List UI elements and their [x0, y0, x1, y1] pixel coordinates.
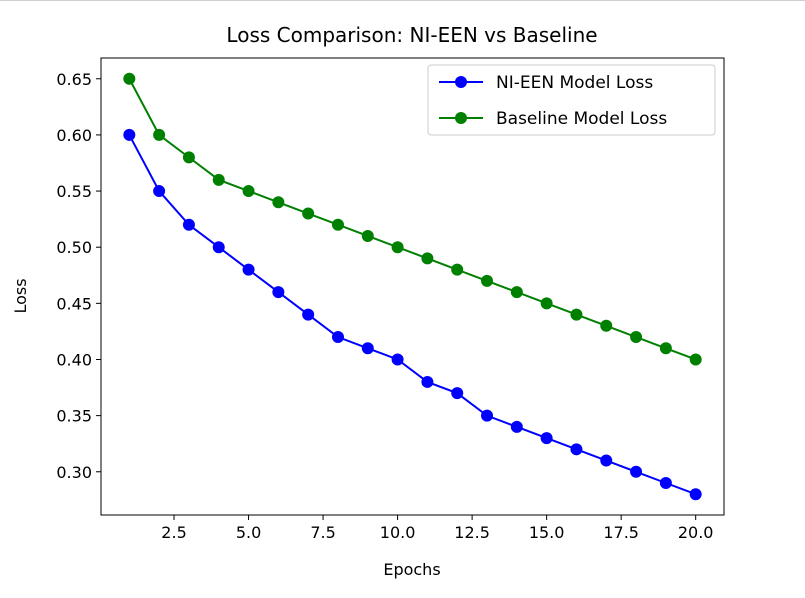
- series-2-point: [630, 331, 643, 344]
- series-1-point: [331, 331, 344, 344]
- x-tick-label: 15.0: [529, 523, 565, 542]
- series-1-point: [212, 241, 225, 254]
- y-tick-label: 0.50: [56, 238, 92, 257]
- series-2-point: [570, 308, 583, 321]
- series-2-point: [153, 128, 166, 141]
- x-tick-label: 20.0: [678, 523, 714, 542]
- y-tick-label: 0.65: [56, 70, 92, 89]
- series-2-point: [659, 342, 672, 355]
- series-2-point: [391, 241, 404, 254]
- series-2-point: [361, 229, 374, 242]
- series-2-point: [272, 196, 285, 209]
- series-1-point: [182, 218, 195, 231]
- series-1-point: [421, 375, 434, 388]
- series-2-point: [600, 319, 613, 332]
- series-2-point: [481, 274, 494, 287]
- chart-title: Loss Comparison: NI-EEN vs Baseline: [226, 23, 597, 47]
- x-tick-label: 2.5: [161, 523, 186, 542]
- legend-box: [427, 64, 716, 136]
- y-tick-label: 0.30: [56, 463, 92, 482]
- plot-frame: [100, 57, 725, 516]
- series-1-point: [510, 420, 523, 433]
- series-1-point: [272, 286, 285, 299]
- series-2-point: [242, 185, 255, 198]
- series-1-point: [659, 476, 672, 489]
- series-2-point: [510, 286, 523, 299]
- series-2-point: [331, 218, 344, 231]
- y-tick-label: 0.35: [56, 407, 92, 426]
- series-2-point: [182, 151, 195, 164]
- legend-label: NI-EEN Model Loss: [496, 73, 653, 93]
- series-1-point: [242, 263, 255, 276]
- series-1-point: [600, 454, 613, 467]
- legend-label: Baseline Model Loss: [496, 109, 667, 129]
- series-1-point: [123, 128, 136, 141]
- series-1-point: [302, 308, 315, 321]
- legend-marker: [455, 76, 467, 88]
- series-2-point: [451, 263, 464, 276]
- x-tick-label: 7.5: [310, 523, 335, 542]
- y-tick-label: 0.40: [56, 350, 92, 369]
- legend-marker: [455, 112, 467, 124]
- series-2-point: [689, 353, 702, 366]
- plot-area: 2.5 5.0 7.5 10.0 12.5 15.0 17.5 20.0 0.30 0.35 0.4…: [56, 57, 725, 542]
- y-tick-label: 0.55: [56, 182, 92, 201]
- series-1-point: [481, 409, 494, 422]
- series-2-point: [123, 72, 136, 85]
- x-tick-label: 10.0: [380, 523, 416, 542]
- series-1-point: [361, 342, 374, 355]
- y-tick-label: 0.45: [56, 294, 92, 313]
- x-tick-label: 17.5: [603, 523, 639, 542]
- top-divider: [0, 0, 805, 1]
- y-axis-title: Loss: [11, 278, 30, 313]
- series-2-point: [540, 297, 553, 310]
- series-2-point: [302, 207, 315, 220]
- series-1-point: [570, 443, 583, 456]
- series-1-point: [451, 387, 464, 400]
- x-tick-label: 12.5: [454, 523, 490, 542]
- x-axis-title: Epochs: [383, 560, 440, 579]
- series-line-1: [128, 134, 697, 496]
- series-1-point: [689, 488, 702, 501]
- series-2-point: [212, 173, 225, 186]
- series-2-point: [421, 252, 434, 265]
- y-tick-label: 0.60: [56, 126, 92, 145]
- series-1-point: [153, 185, 166, 198]
- series-1-point: [630, 465, 643, 478]
- series-1-point: [540, 432, 553, 445]
- x-tick-label: 5.0: [236, 523, 261, 542]
- series-1-point: [391, 353, 404, 366]
